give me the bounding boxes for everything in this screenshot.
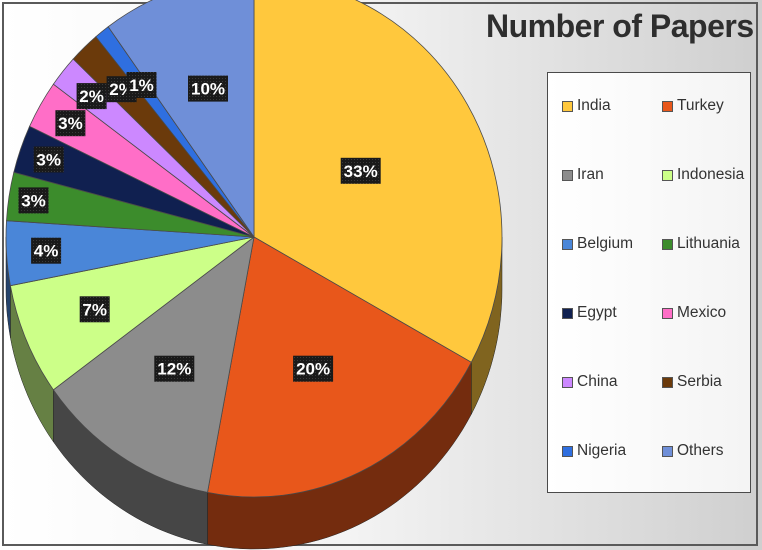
data-label-nigeria: 1% bbox=[126, 72, 157, 98]
legend-swatch bbox=[562, 445, 573, 457]
data-label-china: 2% bbox=[76, 83, 107, 110]
svg-text:2%: 2% bbox=[79, 87, 104, 106]
legend-label: Iran bbox=[577, 166, 604, 183]
data-label-turkey: 20% bbox=[293, 355, 334, 382]
legend-item-iran: Iran bbox=[562, 166, 604, 184]
legend-swatch bbox=[662, 238, 673, 250]
legend-item-nigeria: Nigeria bbox=[562, 442, 626, 460]
legend-label: Lithuania bbox=[677, 235, 740, 252]
legend-swatch bbox=[562, 169, 573, 181]
legend-label: Belgium bbox=[577, 235, 633, 252]
svg-text:3%: 3% bbox=[21, 191, 46, 210]
legend-item-serbia: Serbia bbox=[662, 373, 722, 391]
data-label-others: 10% bbox=[188, 75, 228, 102]
legend-item-belgium: Belgium bbox=[562, 235, 633, 253]
legend-item-indonesia: Indonesia bbox=[662, 166, 744, 184]
svg-text:3%: 3% bbox=[36, 151, 61, 170]
pie-slice-indonesia bbox=[9, 236, 255, 391]
svg-text:20%: 20% bbox=[296, 360, 330, 379]
legend-swatch bbox=[562, 238, 573, 250]
legend-item-turkey: Turkey bbox=[662, 97, 724, 115]
svg-text:33%: 33% bbox=[344, 162, 378, 181]
legend-item-india: India bbox=[562, 97, 611, 115]
data-label-egypt: 3% bbox=[33, 146, 64, 173]
chart-legend: India Turkey Iran Indonesia Belgium Lithuania… bbox=[547, 72, 751, 493]
pie-slice-others bbox=[107, 0, 255, 239]
data-label-mexico: 3% bbox=[55, 110, 86, 137]
legend-swatch bbox=[562, 100, 573, 112]
legend-label: Nigeria bbox=[577, 442, 627, 459]
legend-swatch bbox=[562, 307, 573, 319]
svg-text:1%: 1% bbox=[129, 76, 154, 95]
chart-title: Number of Papers bbox=[486, 8, 754, 44]
pie-slice-turkey bbox=[207, 236, 472, 498]
legend-swatch bbox=[662, 307, 673, 319]
svg-text:10%: 10% bbox=[191, 80, 225, 99]
legend-item-lithuania: Lithuania bbox=[662, 235, 740, 253]
data-label-lithuania: 3% bbox=[18, 187, 49, 214]
legend-label: Serbia bbox=[677, 373, 722, 390]
data-label-iran: 12% bbox=[154, 355, 195, 382]
svg-text:4%: 4% bbox=[34, 242, 59, 261]
legend-label: Indonesia bbox=[677, 166, 745, 183]
legend-item-china: China bbox=[562, 373, 618, 391]
legend-swatch bbox=[662, 169, 673, 181]
legend-item-egypt: Egypt bbox=[562, 304, 617, 322]
data-label-belgium: 4% bbox=[31, 237, 62, 264]
svg-text:7%: 7% bbox=[82, 300, 107, 319]
legend-item-mexico: Mexico bbox=[662, 304, 726, 322]
pie-slice-iran bbox=[52, 236, 255, 493]
legend-label: Others bbox=[677, 442, 724, 459]
legend-label: Turkey bbox=[677, 97, 724, 114]
legend-item-others: Others bbox=[662, 442, 724, 460]
legend-label: Mexico bbox=[677, 304, 727, 321]
legend-swatch bbox=[662, 376, 673, 388]
legend-swatch bbox=[662, 445, 673, 457]
legend-swatch bbox=[662, 100, 673, 112]
svg-text:3%: 3% bbox=[58, 114, 83, 133]
data-label-india: 33% bbox=[340, 157, 381, 184]
legend-label: China bbox=[577, 373, 618, 390]
svg-text:12%: 12% bbox=[157, 360, 191, 379]
data-label-indonesia: 7% bbox=[79, 296, 110, 323]
legend-label: India bbox=[577, 97, 611, 114]
legend-label: Egypt bbox=[577, 304, 617, 321]
legend-swatch bbox=[562, 376, 573, 388]
